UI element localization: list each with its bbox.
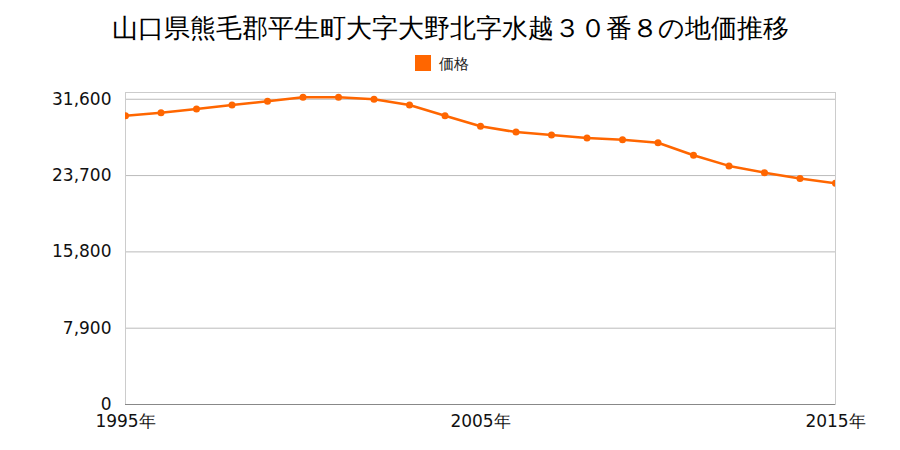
- svg-text:23,700: 23,700: [52, 165, 111, 185]
- svg-text:1995年: 1995年: [95, 411, 155, 431]
- svg-text:2005年: 2005年: [450, 411, 510, 431]
- html-text:価格: 価格: [439, 55, 469, 73]
- svg-text:7,900: 7,900: [63, 318, 112, 338]
- html-text:山口県熊毛郡平生町大字大野北字水越３０番８の地価推移: 山口県熊毛郡平生町大字大野北字水越３０番８の地価推移: [111, 13, 789, 43]
- svg-text:15,800: 15,800: [52, 241, 111, 261]
- svg-text:31,600: 31,600: [52, 89, 111, 109]
- svg-text:2015年: 2015年: [805, 411, 865, 431]
- svg-text:0: 0: [100, 393, 112, 414]
